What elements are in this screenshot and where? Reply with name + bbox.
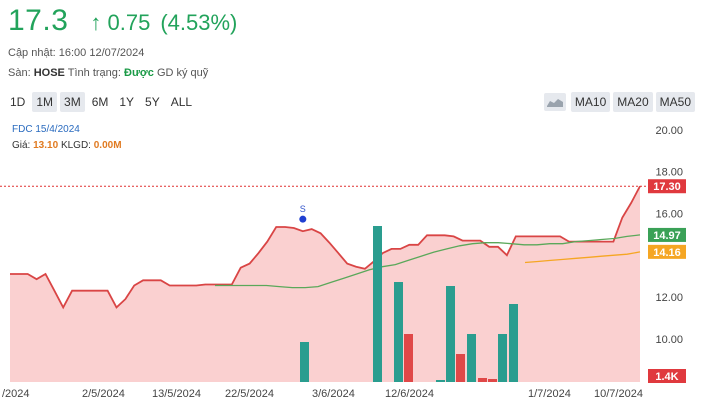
tab-3m[interactable]: 3M [60,92,85,112]
updated-line: Cập nhật: 16:00 12/07/2024 [8,47,144,59]
volume-bar [488,379,497,382]
x-tick-label: 3/6/2024 [312,388,355,400]
price-badge [648,179,686,194]
x-tick-label: 2/5/2024 [82,388,125,400]
y-tick-label: 10.00 [655,334,683,346]
ma10-button[interactable]: MA10 [570,92,611,112]
volume-bar [394,282,403,382]
updated-label: Cập nhật: [8,47,56,59]
y-tick-label: 16.00 [655,208,683,220]
tab-1y[interactable]: 1Y [119,95,135,109]
y-tick-label: 12.00 [655,292,683,304]
signal-marker [299,215,307,223]
x-tick-label: 13/5/2024 [152,388,201,400]
ma-green-line [215,234,641,289]
y-tick-label: 18.00 [655,167,683,179]
tooltip-values: Giá: 13.10 KLGD: 0.00M [12,140,122,151]
tooltip-price-value: 13.10 [33,140,59,151]
volume-bar [498,334,507,382]
price-badge-label: 17.30 [653,181,681,193]
x-tick-label: 1/7/2024 [528,388,571,400]
price-line [10,185,641,310]
range-tabs: 1D 1M 3M 6M 1Y 5Y ALL [6,92,196,112]
area-chart-icon[interactable] [543,93,566,111]
price-badge [648,244,686,259]
volume-bar [446,286,455,382]
volume-bar [373,226,382,382]
volume-bar [300,342,309,382]
tab-1m[interactable]: 1M [32,92,58,112]
volume-bar [467,334,476,382]
ma20-button[interactable]: MA20 [613,92,653,112]
status-line: Sàn: HOSE Tình trạng: Được GD ký quỹ [8,67,208,79]
ma-tabs: MA10 MA20 MA50 [543,92,695,112]
price-badge-label: 14.97 [653,230,681,242]
tooltip-date: FDC 15/4/2024 [12,124,80,135]
volume-bar [478,378,487,382]
x-tick-label: 22/5/2024 [225,388,274,400]
status-value: Được [124,67,154,79]
tab-6m[interactable]: 6M [91,95,109,109]
tooltip-vol-label: KLGD: [60,140,91,151]
x-tick-label: 12/6/2024 [385,388,434,400]
x-tick-label: /2024 [2,388,30,400]
volume-badge-label: 1.4K [655,371,678,383]
tab-5y[interactable]: 5Y [145,95,160,109]
tooltip-price-label: Giá: [12,140,31,151]
status-label: Tình trạng: [67,67,121,79]
volume-badge [648,369,686,383]
signal-marker-label: S [300,204,306,214]
volume-bar [404,334,413,382]
ma-orange-line [524,251,641,264]
tab-1d[interactable]: 1D [10,95,26,109]
tooltip-vol-value: 0.00M [93,140,122,151]
price-badge-label: 14.16 [653,247,681,259]
status-suffix: GD ký quỹ [156,67,209,79]
volume-bar [436,380,445,382]
up-arrow-icon: ↑ [90,10,102,35]
y-tick-label: 20.00 [655,125,683,137]
price-row: 17.3 ↑ 0.75 (4.53%) [8,4,237,38]
volume-bar [509,304,518,382]
exchange-value: HOSE [33,67,65,79]
price-chart[interactable]: S 20.00 18.00 16.00 12.00 10.00 17.30 14.97 14.1… [0,118,707,410]
change-percent: (4.53%) [160,10,238,35]
x-tick-label: 10/7/2024 [594,388,643,400]
price-badge [648,227,686,242]
price-value: 17.3 [8,4,69,37]
change-amount: 0.75 [107,10,151,35]
updated-value: 16:00 12/07/2024 [58,47,145,59]
exchange-label: Sàn: [8,67,31,79]
change-value: ↑ 0.75 [90,10,150,36]
tab-all[interactable]: ALL [170,95,193,109]
ma50-button[interactable]: MA50 [655,92,695,112]
volume-bar [456,354,465,382]
